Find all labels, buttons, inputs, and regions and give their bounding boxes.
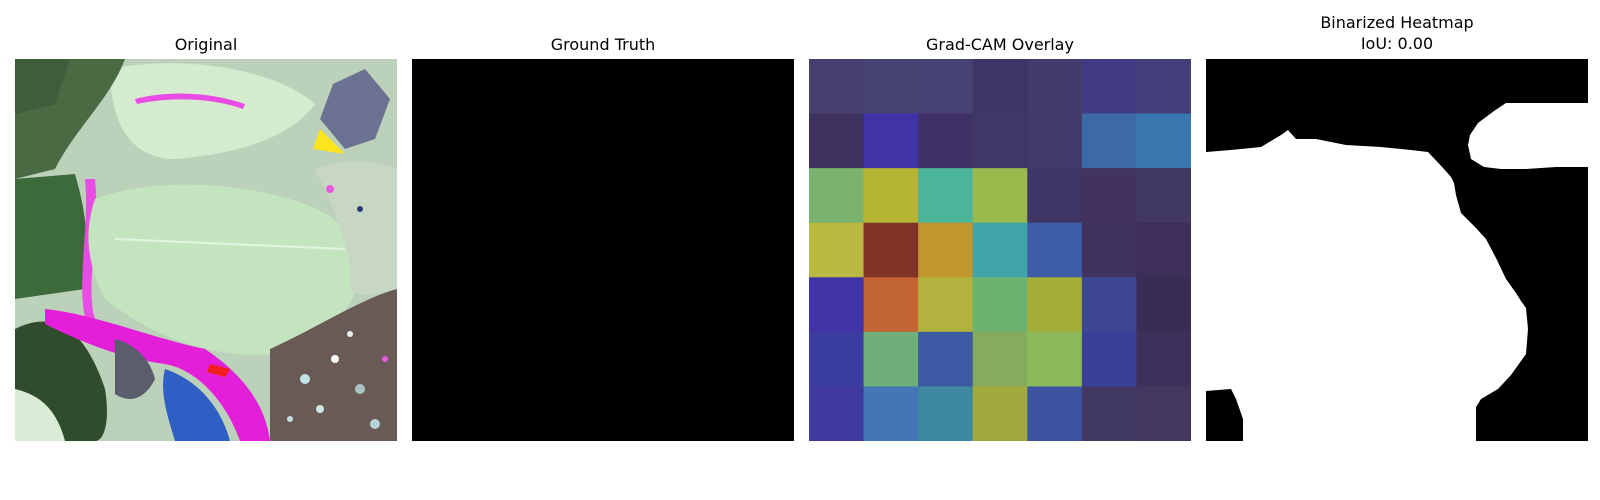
binarized-blob-topright <box>1468 103 1588 169</box>
ground-truth-title: Ground Truth <box>550 35 656 54</box>
heatmap-cell-r5-c2 <box>918 331 974 387</box>
heatmap-cell-r0-c1 <box>863 59 919 115</box>
original-image <box>15 59 397 441</box>
heatmap-cell-r1-c1 <box>863 113 919 169</box>
heatmap-cell-r0-c5 <box>1081 59 1137 115</box>
heatmap-cell-r4-c0 <box>809 277 865 333</box>
heatmap-cell-r6-c2 <box>918 386 974 441</box>
original-title: Original <box>174 35 238 54</box>
heatmap-cell-r6-c6 <box>1136 386 1191 441</box>
heatmap-cell-r5-c6 <box>1136 331 1191 387</box>
heatmap-cell-r6-c0 <box>809 386 865 441</box>
heatmap-cell-r0-c6 <box>1136 59 1191 115</box>
heatmap-cell-r2-c5 <box>1081 168 1137 224</box>
heatmap-cell-r2-c6 <box>1136 168 1191 224</box>
binarized-title-line: Binarized Heatmap <box>1320 13 1474 32</box>
heatmap-cell-r6-c4 <box>1027 386 1083 441</box>
binarized-title: Binarized Heatmap IoU: 0.00 <box>1206 12 1588 54</box>
binarized-mask-canvas <box>1206 59 1588 441</box>
heatmap-cell-r0-c3 <box>972 59 1028 115</box>
heatmap-cell-r5-c3 <box>972 331 1028 387</box>
heatmap-cell-r5-c5 <box>1081 331 1137 387</box>
heatmap-cell-r0-c0 <box>809 59 865 115</box>
heatmap-cell-r3-c6 <box>1136 222 1191 278</box>
heatmap-cell-r3-c3 <box>972 222 1028 278</box>
iou-label: IoU: 0.00 <box>1360 34 1434 53</box>
heatmap-cell-r1-c2 <box>918 113 974 169</box>
heatmap-cell-r2-c4 <box>1027 168 1083 224</box>
gradcam-title: Grad-CAM Overlay <box>926 35 1074 54</box>
original-image-canvas <box>15 59 397 441</box>
heatmap-cell-r3-c2 <box>918 222 974 278</box>
heatmap-cell-r4-c6 <box>1136 277 1191 333</box>
heatmap-cell-r4-c3 <box>972 277 1028 333</box>
heatmap-cell-r1-c0 <box>809 113 865 169</box>
heatmap-cell-r4-c2 <box>918 277 974 333</box>
heatmap-cell-r5-c1 <box>863 331 919 387</box>
heatmap-cell-r4-c4 <box>1027 277 1083 333</box>
heatmap-cell-r1-c3 <box>972 113 1028 169</box>
heatmap-cell-r4-c5 <box>1081 277 1137 333</box>
heatmap-cell-r3-c5 <box>1081 222 1137 278</box>
binarized-heatmap <box>1206 59 1588 441</box>
heatmap-cell-r1-c4 <box>1027 113 1083 169</box>
gradcam-heatmap-canvas <box>809 59 1191 441</box>
ground-truth-canvas <box>412 59 794 441</box>
binarized-foreground <box>1206 130 1528 441</box>
heatmap-cell-r1-c6 <box>1136 113 1191 169</box>
heatmap-cell-r6-c1 <box>863 386 919 441</box>
heatmap-cell-r6-c3 <box>972 386 1028 441</box>
heatmap-cell-r0-c2 <box>918 59 974 115</box>
heatmap-cell-r2-c1 <box>863 168 919 224</box>
heatmap-cell-r2-c3 <box>972 168 1028 224</box>
heatmap-cell-r2-c2 <box>918 168 974 224</box>
heatmap-cell-r5-c4 <box>1027 331 1083 387</box>
heatmap-cell-r6-c5 <box>1081 386 1137 441</box>
heatmap-cell-r2-c0 <box>809 168 865 224</box>
heatmap-cell-r5-c0 <box>809 331 865 387</box>
heatmap-cell-r1-c5 <box>1081 113 1137 169</box>
heatmap-cell-r0-c4 <box>1027 59 1083 115</box>
heatmap-cell-r3-c1 <box>863 222 919 278</box>
gradcam-heatmap <box>809 59 1191 441</box>
heatmap-cell-r3-c0 <box>809 222 865 278</box>
heatmap-cell-r3-c4 <box>1027 222 1083 278</box>
heatmap-cell-r4-c1 <box>863 277 919 333</box>
ground-truth-mask <box>412 59 794 441</box>
